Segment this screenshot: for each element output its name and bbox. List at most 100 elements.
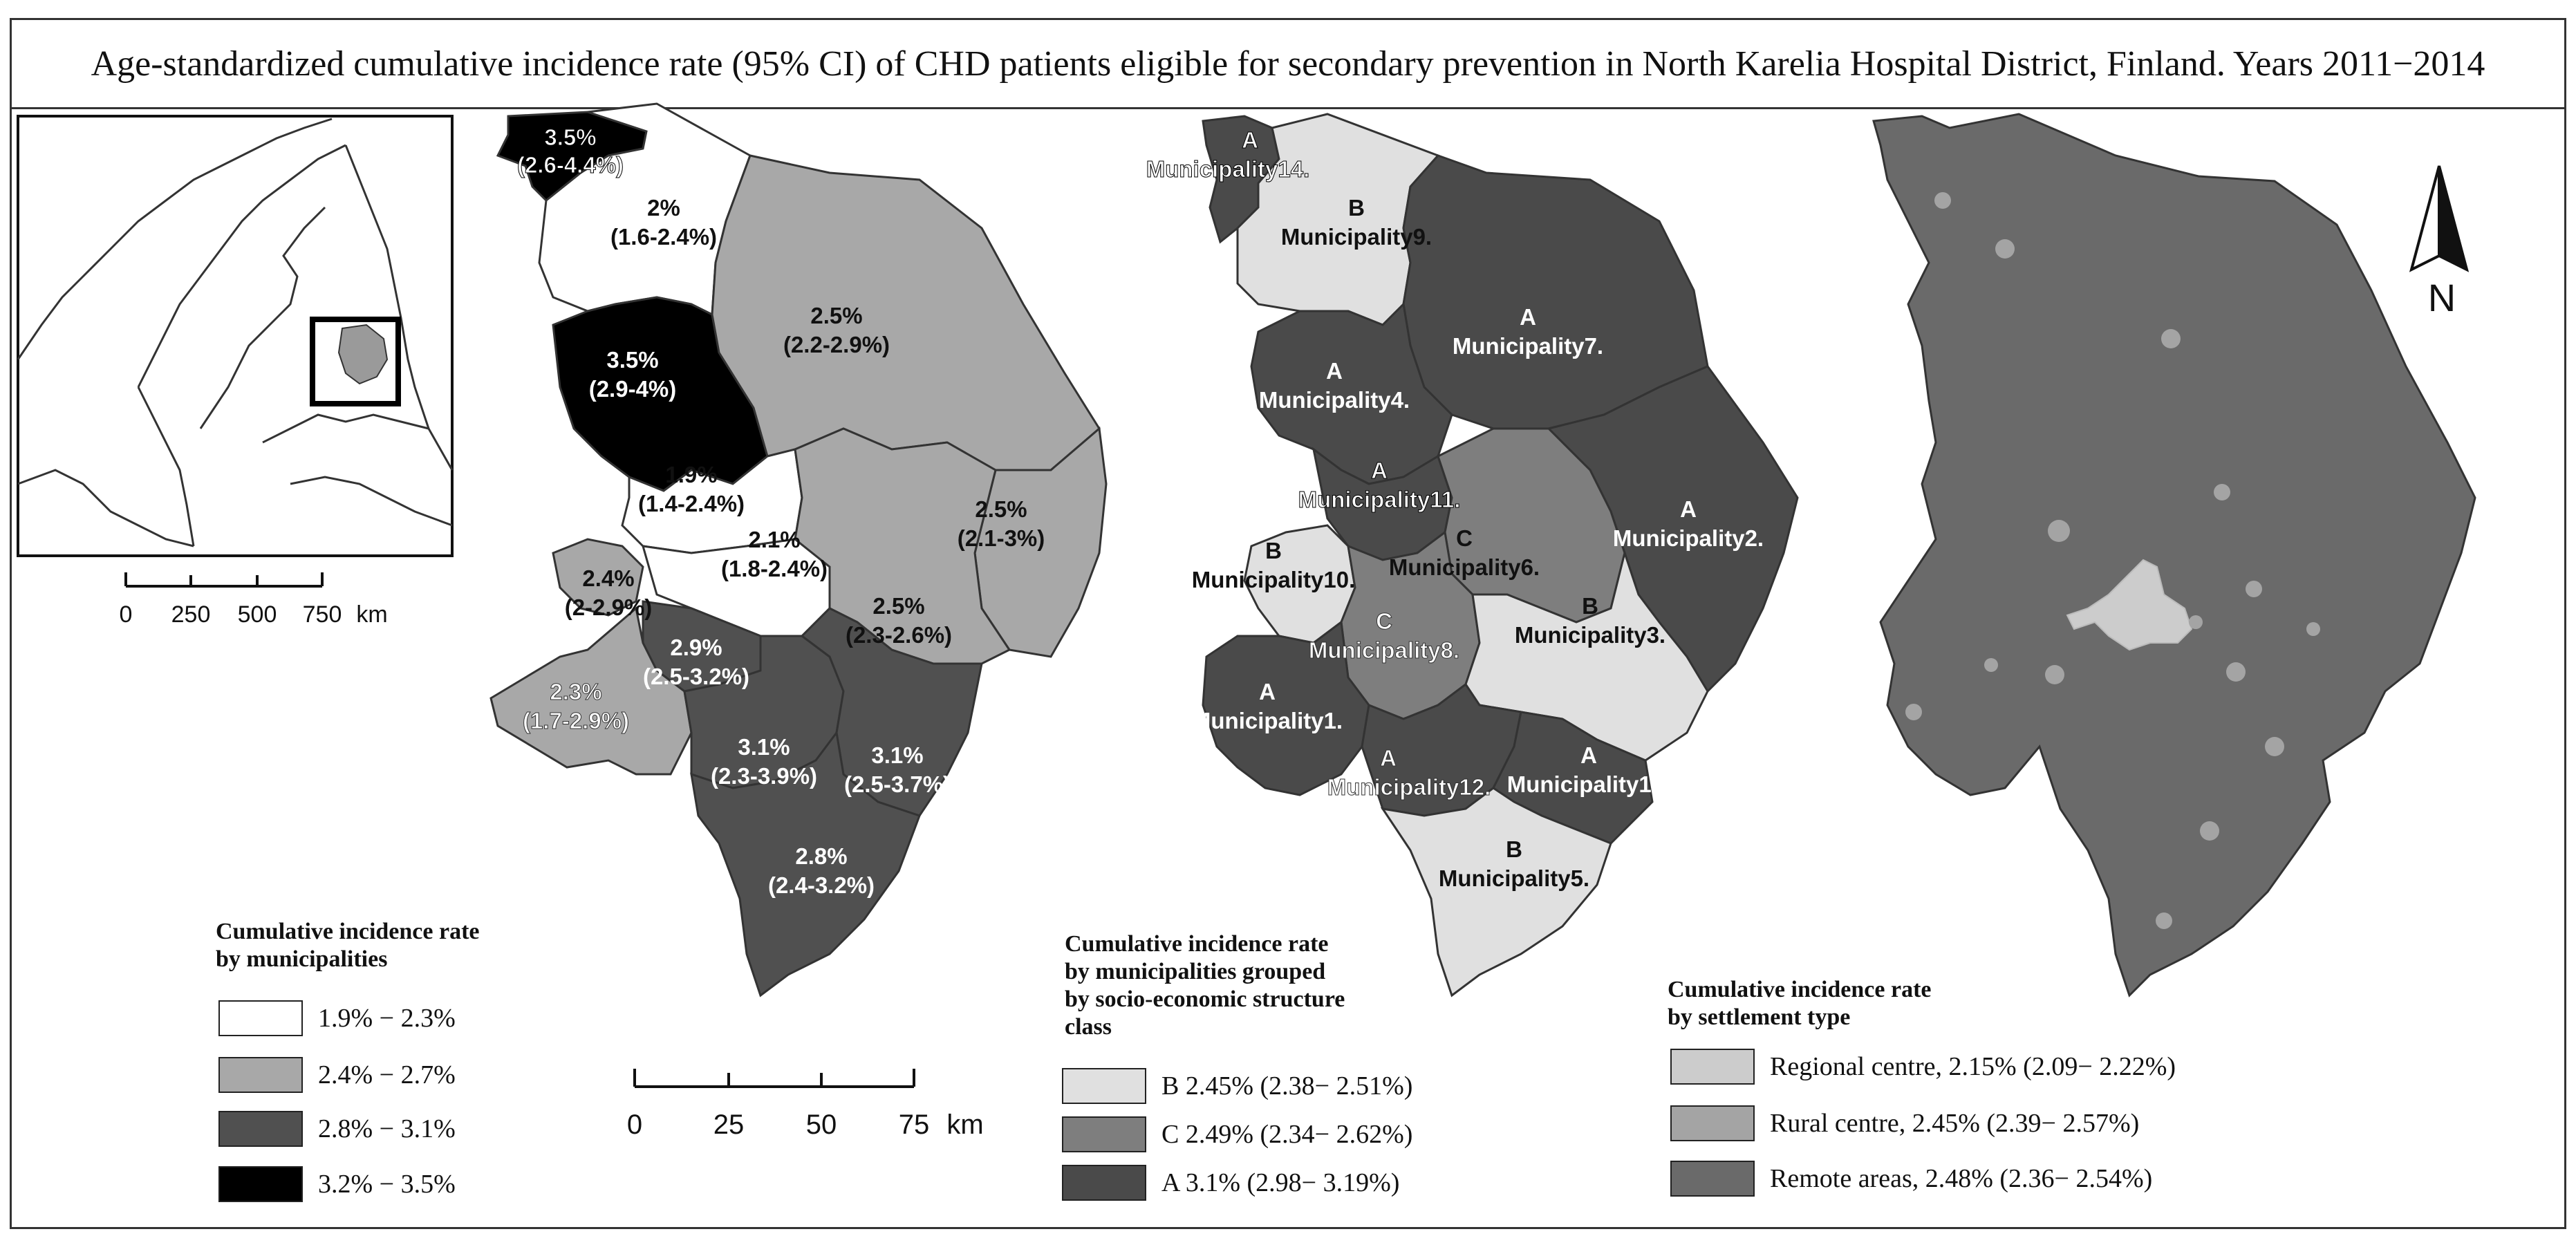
municipality-label: Municipality3.: [1515, 622, 1665, 648]
legend-label: 2.4% − 2.7%: [318, 1060, 456, 1089]
scale-tick: 25: [713, 1109, 745, 1140]
rural-centre: [1905, 704, 1922, 720]
rate-label: 2.9%: [670, 635, 722, 660]
ci-label: (2.2-2.9%): [783, 332, 890, 357]
legend-label: A 3.1% (2.98− 3.19%): [1161, 1168, 1400, 1197]
class-label: B: [1582, 593, 1598, 619]
legend-swatch: [1670, 1105, 1755, 1141]
inset-scale-unit: km: [356, 601, 387, 628]
rate-label: 3.1%: [871, 742, 923, 768]
legend-label: C 2.49% (2.34− 2.62%): [1161, 1120, 1413, 1149]
municipality-label: Municipality10.: [1192, 567, 1356, 592]
remote-areas: [1872, 113, 2476, 998]
municipality-label: Municipality5.: [1439, 865, 1589, 891]
rate-label: 3.5%: [544, 124, 596, 150]
map-rates-labels: 3.5% (2.6-4.4%) 2% (1.6-2.4%) 3.5% (2.9-…: [516, 124, 1045, 899]
rural-centre: [2246, 581, 2262, 597]
legend-swatch: [218, 1057, 303, 1093]
municipality-label: Municipality7.: [1453, 333, 1603, 359]
scale-tick: 75: [899, 1109, 930, 1140]
municipality-label: Municipality9.: [1281, 224, 1432, 250]
municipality-label: Municipality14.: [1146, 156, 1310, 182]
figure-frame: [10, 109, 2566, 1229]
class-label: B: [1265, 538, 1282, 563]
regional-centre: [2066, 559, 2193, 651]
rate-label: 2.1%: [748, 527, 800, 552]
ci-label: (1.4-2.4%): [638, 491, 745, 516]
rate-label: 2.5%: [810, 303, 862, 328]
inset-scale-tick: 0: [120, 601, 133, 628]
legend-title-line: Cumulative incidence rate: [216, 919, 480, 944]
legend-swatch: [1062, 1068, 1146, 1104]
class-label: B: [1506, 836, 1522, 862]
municipality-label: Municipality2.: [1613, 525, 1764, 551]
inset-scale-tick: 500: [238, 601, 277, 628]
legend-title-line: by municipalities: [216, 946, 388, 972]
map-socio-economic: [1202, 113, 1799, 998]
rate-label: 1.9%: [665, 462, 717, 487]
north-arrow: N: [2409, 165, 2470, 319]
legend-title-line: Cumulative incidence rate: [1668, 977, 1932, 1002]
rate-label: 2.4%: [582, 565, 634, 591]
legend-item: 3.2% − 3.5%: [218, 1164, 456, 1204]
rural-centre: [1984, 658, 1998, 672]
ci-label: (1.8-2.4%): [721, 556, 828, 581]
legend-label: 2.8% − 3.1%: [318, 1114, 456, 1143]
legend-item: C 2.49% (2.34− 2.62%): [1062, 1114, 1412, 1154]
legend-swatch: [1670, 1161, 1755, 1197]
rate-label: 2.3%: [550, 679, 601, 704]
rate-label: 2.8%: [795, 843, 847, 869]
estonia-coast: [290, 476, 453, 527]
rural-centre: [2226, 662, 2246, 682]
rural-centre: [2214, 484, 2230, 500]
ci-label: (1.6-2.4%): [610, 224, 717, 250]
ci-label: (2-2.9%): [565, 594, 653, 620]
class-label: A: [1326, 358, 1343, 384]
legend-item: B 2.45% (2.38− 2.51%): [1062, 1066, 1412, 1106]
class-label: A: [1242, 127, 1258, 153]
rural-centre: [2156, 912, 2172, 929]
finland-south-coast: [262, 413, 429, 444]
map-rates: [489, 102, 1108, 998]
figure-title: Age-standardized cumulative incidence ra…: [10, 18, 2566, 109]
ci-label: (1.7-2.9%): [523, 708, 629, 733]
rate-label: 2%: [647, 195, 680, 221]
class-label: A: [1580, 742, 1597, 768]
rural-centre: [1934, 192, 1951, 209]
north-arrow-icon: [2409, 165, 2440, 272]
legend-swatch: [218, 1166, 303, 1202]
legend-label: 1.9% − 2.3%: [318, 1004, 456, 1033]
legend-title: Cumulative incidence rate by municipalit…: [216, 918, 480, 973]
baltic-coast: [17, 469, 194, 547]
ci-label: (2.5-3.2%): [643, 664, 749, 689]
sweden-border: [137, 144, 346, 388]
class-label: A: [1380, 745, 1397, 771]
legend-label: Remote areas, 2.48% (2.36− 2.54%): [1770, 1164, 2153, 1193]
scale-tick: 0: [627, 1109, 642, 1140]
region-d: [711, 154, 1101, 471]
norway-coast: [17, 118, 333, 360]
inset-scale-tick: 250: [171, 601, 211, 628]
rate-label: 3.5%: [606, 347, 658, 373]
municipality-label: Municipality13.: [1507, 771, 1671, 797]
rural-centre: [2045, 665, 2064, 684]
rural-centre: [2265, 737, 2284, 756]
legend-title-line: Cumulative incidence rate: [1065, 931, 1329, 957]
municipality-label: Municipality11.: [1298, 487, 1461, 512]
legend-swatch: [1062, 1116, 1146, 1152]
class-label: A: [1259, 679, 1276, 704]
gulf-of-bothnia: [199, 206, 326, 429]
legend-title-line: class: [1065, 1014, 1112, 1040]
legend-item: Regional centre, 2.15% (2.09− 2.22%): [1670, 1047, 2176, 1087]
inset-map: [17, 115, 454, 557]
legend-label: B 2.45% (2.38− 2.51%): [1161, 1071, 1413, 1101]
finland-east-border: [344, 144, 454, 471]
map-scale-bar: 0 25 50 75 km: [627, 1069, 984, 1140]
legend-item: Rural centre, 2.45% (2.39− 2.57%): [1670, 1103, 2139, 1143]
north-karelia-inset: [337, 324, 389, 385]
ci-label: (2.4-3.2%): [768, 872, 875, 898]
inset-highlight-box: [310, 317, 401, 406]
inset-scale-tick: 750: [303, 601, 342, 628]
rural-centre: [2200, 821, 2219, 841]
map-settlement: N: [1872, 113, 2476, 998]
